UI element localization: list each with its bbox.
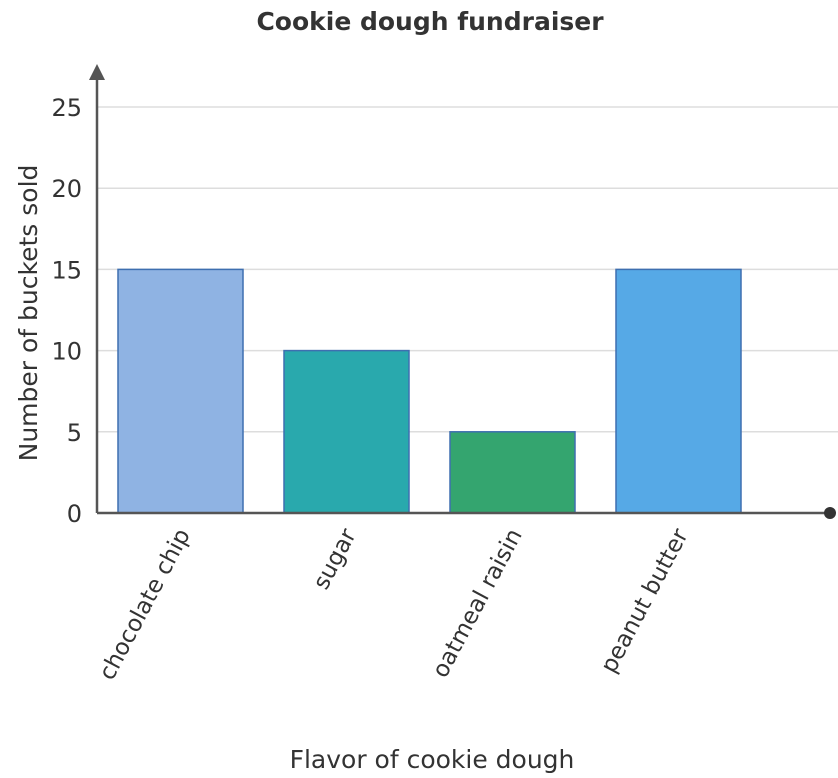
bar-oatmeal-raisin <box>449 431 576 514</box>
bar-chocolate-chip <box>117 268 244 514</box>
bars <box>117 268 742 514</box>
axes <box>89 64 836 519</box>
x-tick-label: oatmeal raisin <box>428 525 528 682</box>
y-tick-label: 15 <box>51 256 82 284</box>
y-axis-label: Number of buckets sold <box>14 165 43 462</box>
y-tick-label: 25 <box>51 94 82 122</box>
y-tick-label: 0 <box>67 500 82 528</box>
x-tick-label: sugar <box>308 524 362 594</box>
y-tick-label: 10 <box>51 338 82 366</box>
x-tick-label: peanut butter <box>596 524 694 677</box>
bar-sugar <box>283 349 410 514</box>
chart-title: Cookie dough fundraiser <box>256 7 604 36</box>
y-tick-label: 5 <box>67 419 82 447</box>
y-axis-arrow <box>89 64 105 80</box>
y-tick-labels: 0 5 10 15 20 25 <box>51 94 82 528</box>
y-tick-label: 20 <box>51 175 82 203</box>
x-axis-label: Flavor of cookie dough <box>290 745 575 774</box>
bar-peanut-butter <box>615 268 742 514</box>
x-axis-end-dot <box>824 507 836 519</box>
x-tick-label: chocolate chip <box>94 525 195 685</box>
x-tick-labels: chocolate chip sugar oatmeal raisin peanut … <box>94 524 694 684</box>
